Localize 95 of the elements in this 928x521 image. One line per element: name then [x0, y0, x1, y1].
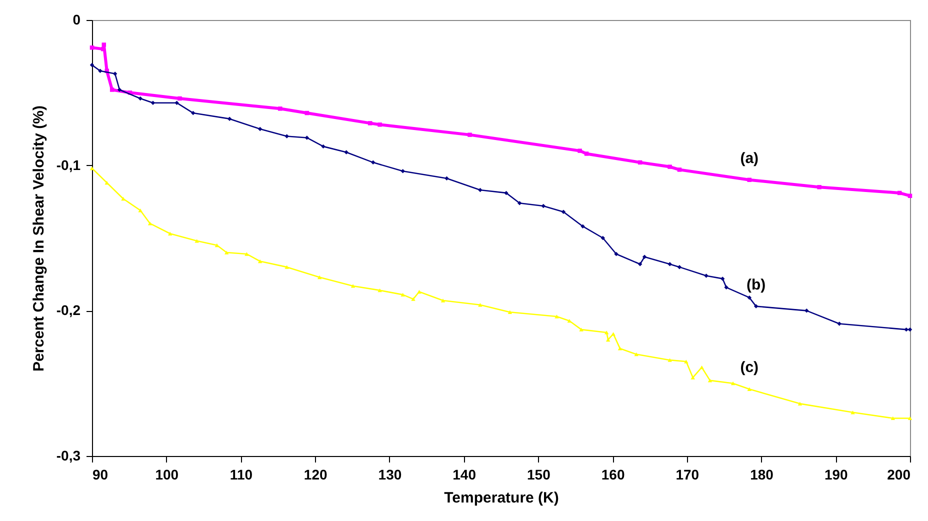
point	[634, 352, 638, 356]
x-tick-label: 170	[676, 466, 700, 482]
point	[368, 121, 372, 126]
point	[224, 250, 229, 254]
point	[668, 262, 672, 266]
point	[90, 166, 94, 170]
point	[837, 322, 842, 326]
point	[668, 358, 672, 362]
point	[478, 303, 482, 307]
y-tick-label: -0,1	[56, 156, 81, 173]
point	[417, 290, 422, 294]
point	[244, 252, 249, 256]
point	[378, 122, 382, 127]
point	[278, 106, 282, 111]
point	[561, 210, 566, 214]
series-label: (b)	[746, 276, 766, 294]
point	[90, 62, 94, 68]
point	[668, 164, 672, 169]
point	[317, 275, 322, 280]
point	[98, 68, 102, 73]
point	[677, 168, 682, 172]
x-tick-label: 100	[155, 466, 179, 482]
point	[508, 310, 512, 314]
point	[440, 298, 446, 302]
point	[214, 243, 220, 248]
point	[720, 276, 725, 281]
series-label: (c)	[740, 359, 759, 376]
x-tick-label: 200	[887, 466, 911, 482]
point	[517, 201, 522, 206]
x-tick-label: 180	[750, 466, 774, 482]
point	[121, 196, 126, 201]
point	[468, 132, 472, 137]
point	[642, 254, 647, 260]
point	[908, 416, 912, 420]
point	[284, 134, 289, 138]
x-tick-label: 190	[824, 466, 848, 482]
point	[400, 169, 405, 174]
point	[730, 381, 736, 386]
point	[444, 176, 449, 181]
y-tick-label: 0	[72, 12, 81, 28]
point	[817, 185, 822, 190]
point	[724, 285, 728, 290]
point	[168, 232, 172, 236]
point	[400, 292, 405, 297]
point	[148, 222, 152, 226]
point	[370, 160, 376, 165]
x-tick-label: 140	[452, 466, 476, 482]
point	[411, 297, 416, 301]
point	[350, 284, 356, 288]
x-axis-title: Temperature (K)	[444, 490, 559, 506]
point	[804, 308, 809, 313]
x-tick-label: 130	[378, 466, 402, 482]
x-tick-label: 150	[527, 466, 551, 482]
point	[611, 332, 616, 336]
point	[584, 152, 589, 156]
point	[638, 262, 642, 266]
point	[747, 295, 752, 300]
point	[541, 204, 546, 208]
point	[690, 376, 695, 380]
point	[798, 402, 802, 406]
y-axis-title: Percent Change In Shear Velocity (%)	[30, 106, 48, 372]
point	[344, 150, 348, 154]
point	[747, 178, 752, 182]
point	[747, 387, 752, 391]
point	[708, 378, 712, 382]
point	[704, 274, 708, 278]
point	[578, 148, 582, 153]
point	[284, 265, 289, 269]
point	[580, 224, 585, 228]
x-tick-label: 90	[92, 466, 108, 482]
point	[908, 194, 912, 198]
point	[258, 126, 262, 132]
point	[700, 366, 704, 370]
point	[102, 42, 106, 47]
x-tick-label: 110	[230, 466, 253, 482]
point	[110, 88, 114, 92]
y-tick-label: -0,2	[56, 302, 81, 318]
point	[604, 330, 609, 334]
point	[677, 264, 682, 270]
point	[178, 96, 182, 101]
point	[890, 416, 896, 420]
point	[104, 180, 109, 185]
point	[174, 100, 179, 105]
point	[554, 314, 559, 318]
point	[684, 360, 688, 364]
point	[606, 338, 610, 342]
point	[618, 346, 622, 350]
y-tick-label: -0,3	[56, 448, 81, 464]
x-tick-label: 120	[304, 466, 328, 482]
point	[378, 288, 382, 292]
point	[258, 259, 262, 264]
x-tick-label: 160	[601, 466, 625, 482]
point	[227, 116, 232, 121]
point	[579, 328, 584, 332]
series-label: (a)	[740, 150, 759, 167]
